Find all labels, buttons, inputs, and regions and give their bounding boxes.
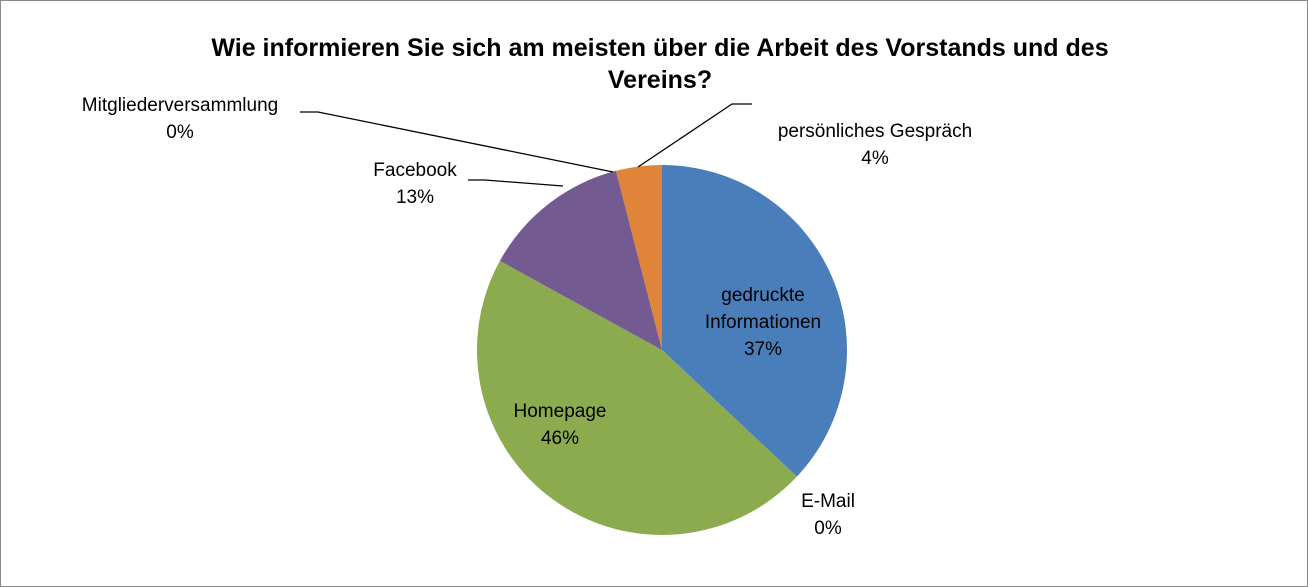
- value-label: 46%: [540, 428, 580, 449]
- value-label: 0%: [166, 122, 194, 143]
- value-label: 4%: [861, 148, 889, 169]
- data-label: Homepage 46%: [514, 398, 607, 452]
- data-label: E-Mail 0%: [801, 488, 855, 542]
- pie-slice: [615, 165, 662, 350]
- category-label: E-Mail: [801, 491, 855, 512]
- value-label: 37%: [743, 339, 783, 360]
- data-label: Mitgliederversammlung 0%: [64, 92, 296, 146]
- category-label: persönliches Gespräch: [777, 121, 973, 142]
- pie-slice: [499, 170, 662, 350]
- leader-line: [637, 103, 752, 168]
- data-label: gedruckte Informationen 37%: [678, 282, 848, 363]
- category-label: gedruckte Informationen: [704, 285, 822, 333]
- category-label: Mitgliederversammlung: [81, 95, 279, 116]
- data-label: Facebook 13%: [373, 157, 456, 211]
- category-label: Homepage: [513, 401, 607, 422]
- data-label: persönliches Gespräch 4%: [778, 118, 972, 172]
- pie-slice: [662, 165, 848, 477]
- category-label: Facebook: [373, 160, 457, 181]
- value-label: 13%: [395, 187, 435, 208]
- chart-title: Wie informieren Sie sich am meisten über…: [211, 34, 1109, 94]
- value-label: 0%: [814, 518, 842, 539]
- leader-line: [468, 179, 564, 187]
- leader-line: [300, 111, 614, 173]
- pie-slice: [477, 260, 797, 535]
